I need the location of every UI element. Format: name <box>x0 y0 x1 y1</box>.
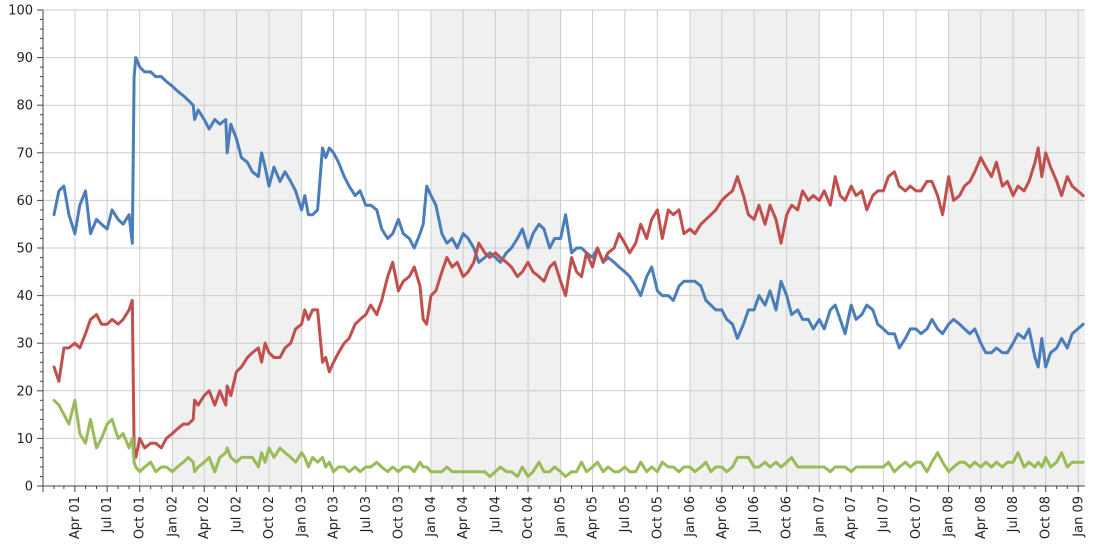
x-tick-label: Oct 05 <box>650 496 665 539</box>
x-tick-label: Jan 08 <box>942 496 957 538</box>
x-tick-label: Jan 06 <box>683 496 698 538</box>
x-tick-label: Jul 01 <box>100 496 115 533</box>
y-tick-label: 20 <box>16 384 33 399</box>
x-tick-label: Oct 03 <box>391 496 406 539</box>
x-tick-label: Jan 04 <box>424 496 439 538</box>
x-tick-label: Jul 07 <box>876 496 891 533</box>
x-tick-label: Jan 02 <box>165 496 180 538</box>
x-tick-label: Jul 08 <box>1006 496 1021 533</box>
x-tick-label: Oct 04 <box>521 496 536 539</box>
y-axis-tick-labels: 0 10 20 30 40 50 60 70 80 90 100 <box>8 4 33 495</box>
y-tick-label: 100 <box>8 4 33 19</box>
y-tick-label: 50 <box>16 242 33 257</box>
x-tick-label: Jan 09 <box>1071 496 1086 538</box>
x-tick-label: Apr 01 <box>68 496 83 539</box>
x-tick-label: Oct 08 <box>1039 496 1054 539</box>
axes <box>37 9 1085 492</box>
series-line-2 <box>52 146 1085 459</box>
x-axis-tick-labels: Apr 01 Jul 01 Oct 01 Jan 02 Apr 02 Jul 02 Oct … <box>68 496 1086 539</box>
x-tick-label: Apr 08 <box>974 496 989 539</box>
y-tick-label: 60 <box>16 194 33 209</box>
y-tick-label: 80 <box>16 99 33 114</box>
series-line-1 <box>52 56 1085 369</box>
x-tick-label: Oct 07 <box>909 496 924 539</box>
y-tick-label: 30 <box>16 337 33 352</box>
series-lines <box>52 56 1085 478</box>
gridlines <box>43 9 1085 487</box>
x-tick-label: Oct 02 <box>262 496 277 539</box>
x-tick-label: Jan 05 <box>554 496 569 538</box>
x-tick-label: Apr 07 <box>844 496 859 539</box>
x-tick-label: Jul 06 <box>747 496 762 533</box>
x-tick-label: Jul 05 <box>618 496 633 533</box>
x-tick-label: Jan 03 <box>295 496 310 538</box>
x-tick-label: Jan 07 <box>812 496 827 538</box>
x-tick-label: Apr 05 <box>586 496 601 539</box>
y-tick-label: 10 <box>16 432 33 447</box>
series-line-3 <box>52 398 1085 478</box>
x-tick-label: Apr 04 <box>456 496 471 539</box>
x-tick-label: Apr 03 <box>327 496 342 539</box>
x-tick-label: Jul 02 <box>229 496 244 533</box>
x-tick-label: Jul 04 <box>488 496 503 533</box>
x-tick-label: Jul 03 <box>359 496 374 533</box>
x-tick-label: Apr 02 <box>197 496 212 539</box>
x-tick-label: Oct 01 <box>133 496 148 539</box>
y-tick-label: 0 <box>25 480 33 495</box>
y-tick-label: 70 <box>16 146 33 161</box>
y-tick-label: 40 <box>16 289 33 304</box>
x-tick-label: Apr 06 <box>715 496 730 539</box>
y-tick-label: 90 <box>16 51 33 66</box>
x-tick-label: Oct 06 <box>780 496 795 539</box>
